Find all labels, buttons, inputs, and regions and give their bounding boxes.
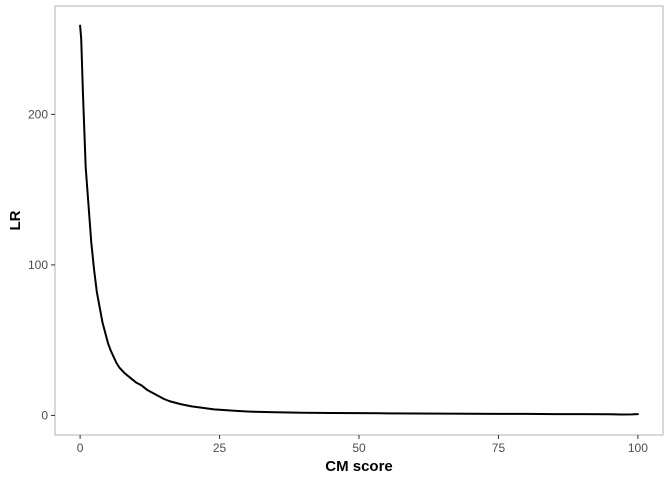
- x-tick-label: 75: [492, 441, 506, 455]
- x-tick-label: 0: [77, 441, 84, 455]
- series-line-0: [79, 24, 639, 416]
- y-tick-label: 0: [41, 408, 48, 422]
- x-axis-ticks: 0 25 50 75 100: [77, 435, 648, 455]
- x-tick-label: 50: [352, 441, 366, 455]
- x-tick-label: 25: [213, 441, 227, 455]
- y-tick-label: 100: [28, 258, 48, 272]
- x-tick-label: 100: [628, 441, 648, 455]
- y-axis-ticks: 0 100 200: [28, 107, 55, 422]
- y-axis-title: LR: [7, 210, 24, 230]
- series-layer: [79, 24, 639, 416]
- x-axis-title: CM score: [325, 458, 393, 475]
- plot-panel: [54, 5, 664, 436]
- y-tick-label: 200: [28, 107, 48, 121]
